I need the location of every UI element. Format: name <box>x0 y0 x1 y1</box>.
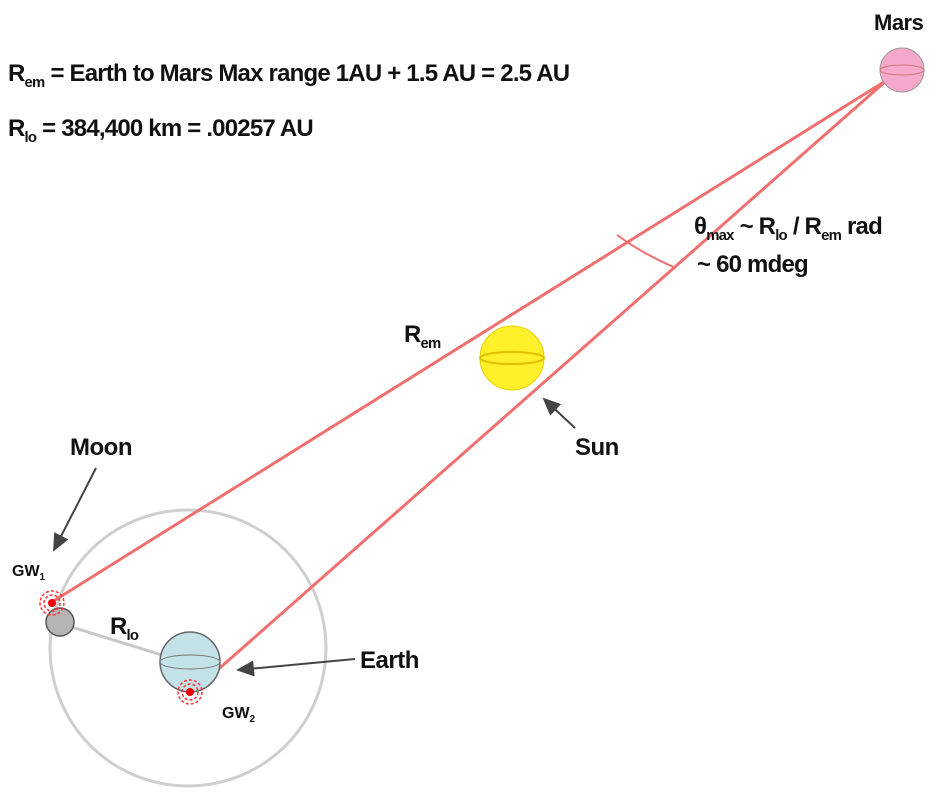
equation-1: Rem = Earth to Mars Max range 1AU + 1.5 A… <box>8 60 569 91</box>
gw2-label: GW2 <box>222 705 256 725</box>
equation-2: Rlo = 384,400 km = .00257 AU <box>8 115 313 146</box>
angle-value: ~ 60 mdeg <box>697 251 808 278</box>
gw1-label: GW1 <box>12 563 46 583</box>
earth-label: Earth <box>360 647 419 674</box>
rlo-label: Rlo <box>110 613 139 644</box>
angle-arc <box>616 234 677 269</box>
angle-formula: θmax ~ Rlo / Rem rad <box>694 213 882 244</box>
rem-label: Rem <box>404 321 441 352</box>
earth-body <box>159 631 221 693</box>
gw1-marker <box>39 590 65 616</box>
moon-orbit <box>48 508 328 788</box>
mars-equator <box>879 64 925 76</box>
earth-moon-line <box>61 622 166 658</box>
gw2-marker <box>177 679 203 705</box>
mars-label: Mars <box>874 10 924 35</box>
earth-arrow <box>236 658 356 677</box>
moon-arrow <box>53 467 97 552</box>
mars-body <box>879 47 925 93</box>
sun-equator <box>479 351 545 365</box>
sun-arrow <box>542 397 576 429</box>
earth-equator <box>159 654 221 670</box>
mars-earth-line <box>212 78 888 676</box>
mars-moon-line <box>51 78 888 604</box>
sun-body <box>479 325 545 391</box>
sun-label: Sun <box>575 434 619 461</box>
moon-label: Moon <box>70 434 132 461</box>
